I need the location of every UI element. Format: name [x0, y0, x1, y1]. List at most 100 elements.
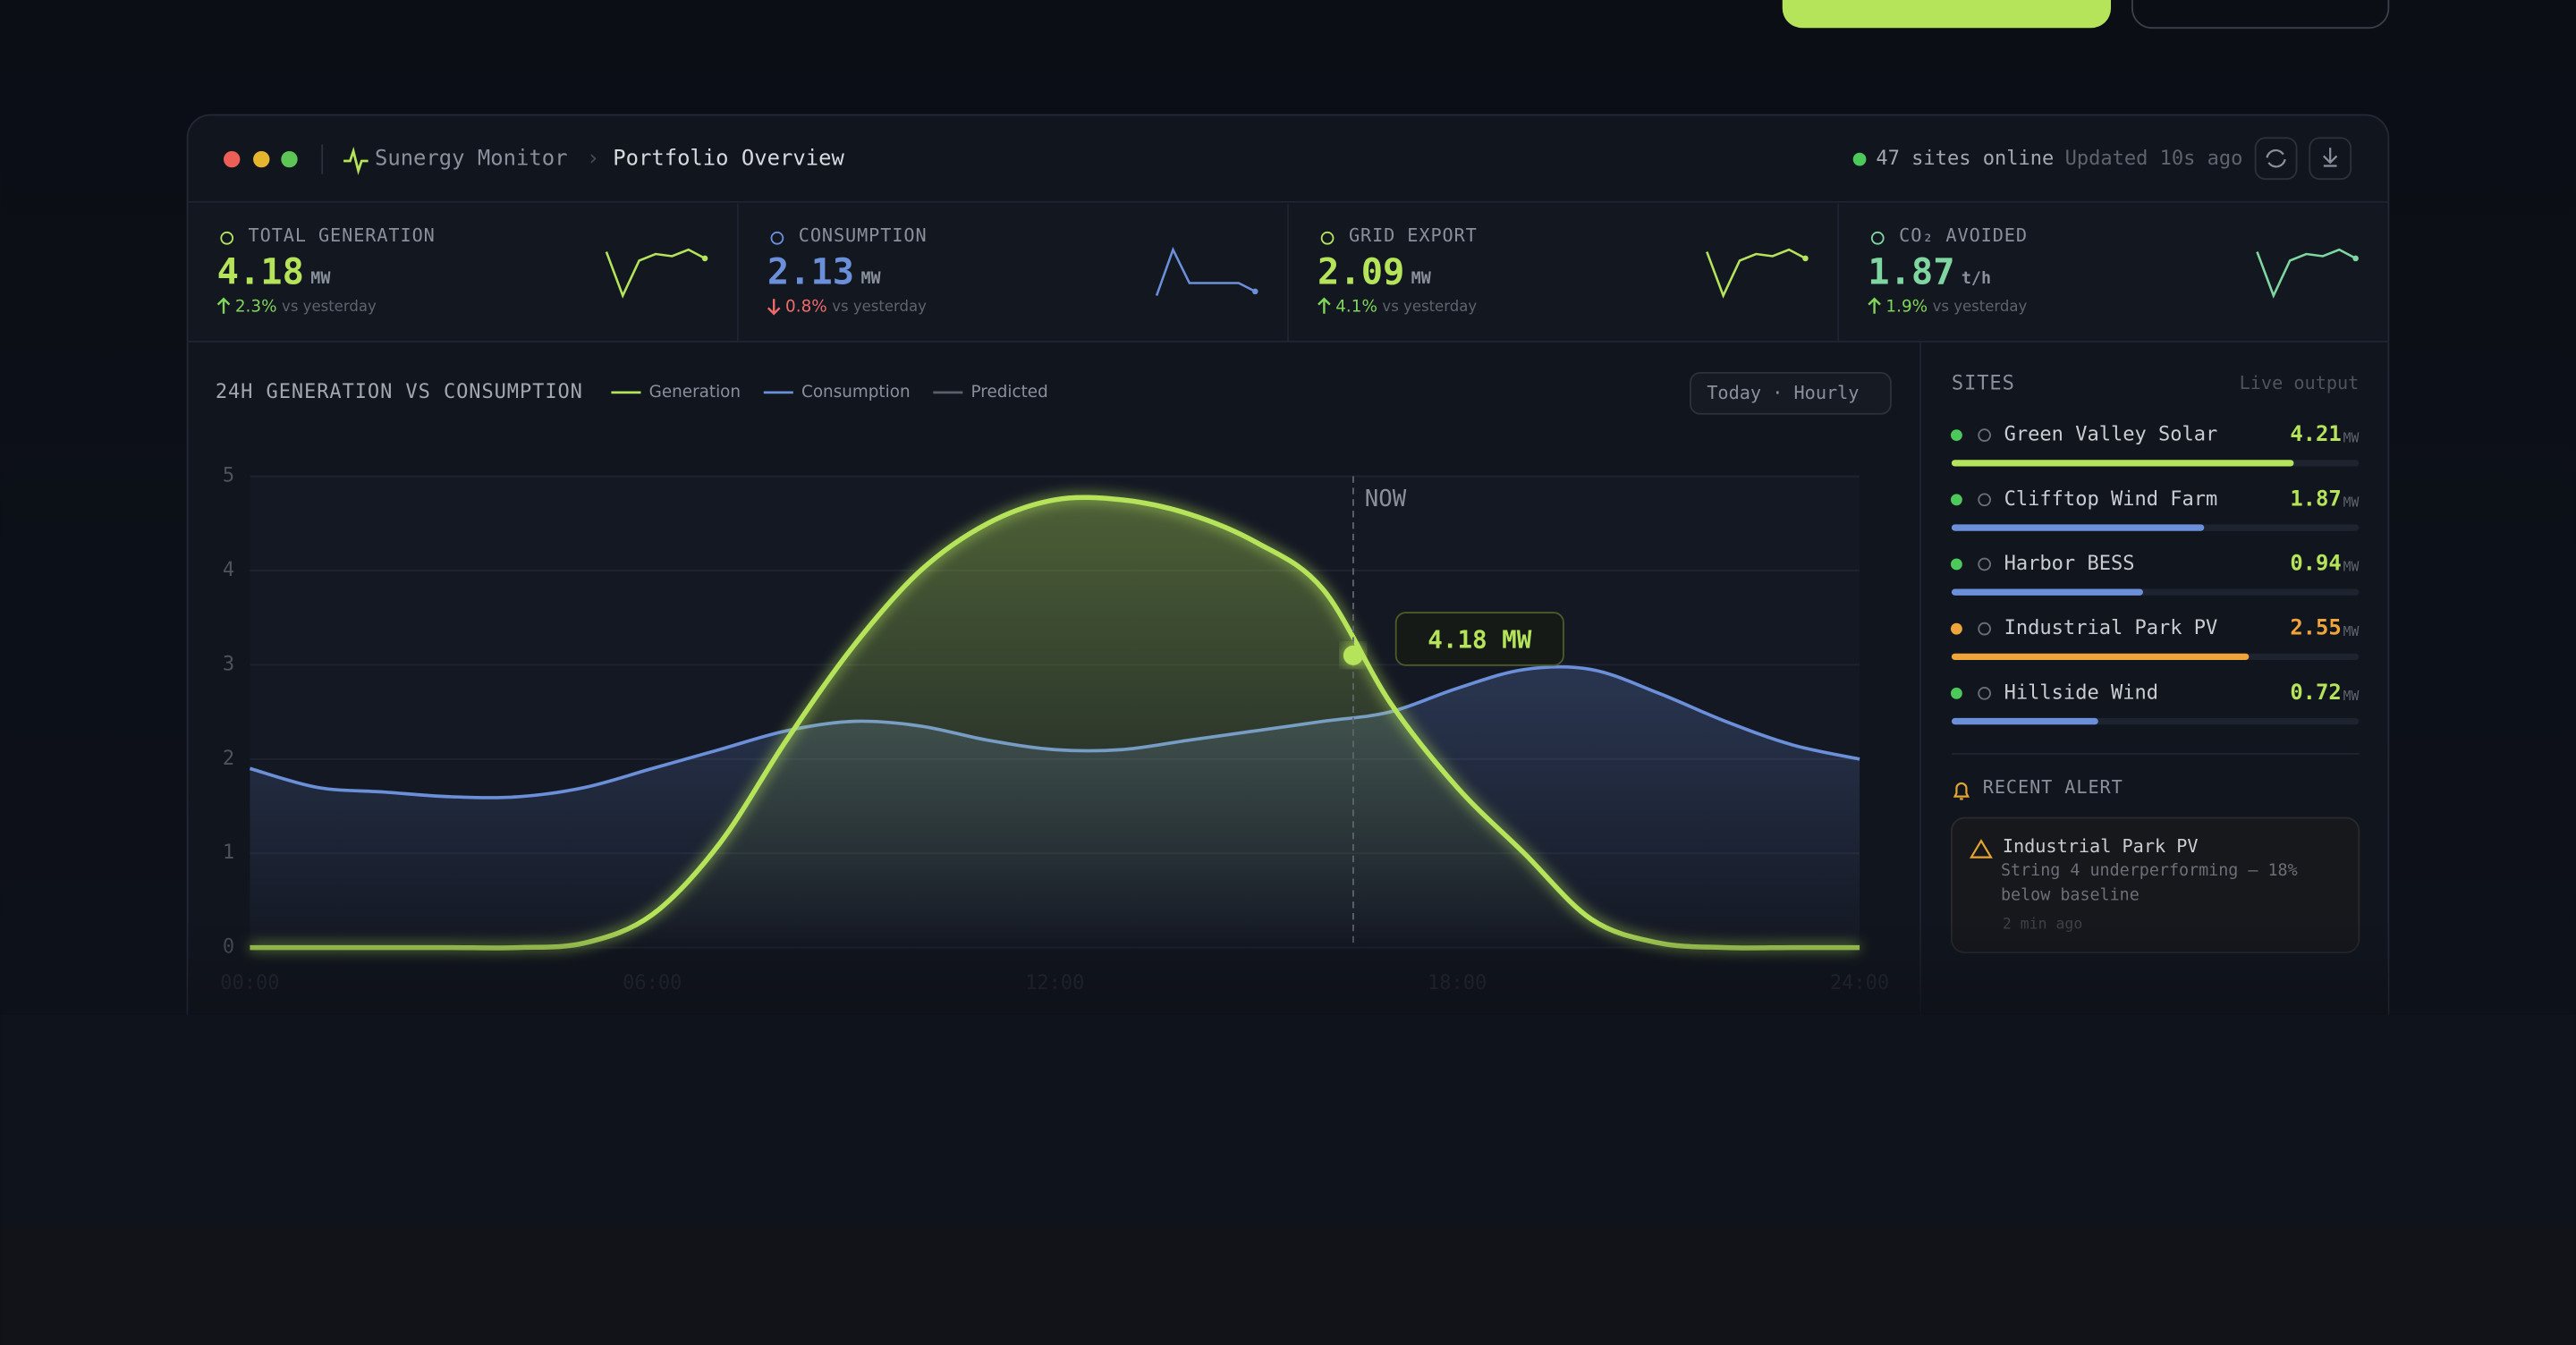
kpi-label: GRID EXPORT: [1349, 224, 1478, 246]
window-dot[interactable]: [253, 150, 270, 168]
status-dot: [1950, 429, 1962, 442]
kpi-unit: MW: [860, 269, 881, 288]
legend-label: Predicted: [971, 383, 1048, 402]
kpi-compare: vs yesterday: [1933, 298, 2028, 315]
site-icon: [1978, 493, 1991, 507]
alert-message-box: String 4 underperforming — 18% below bas…: [2000, 862, 2298, 905]
status-dot: [1950, 687, 1962, 699]
delta-arrow: [767, 299, 781, 316]
kpi-compare: vs yesterday: [832, 298, 927, 315]
site-icon: [1978, 622, 1991, 636]
site-name: Industrial Park PV: [2004, 617, 2218, 639]
breadcrumb-separator: ›: [587, 146, 599, 171]
tooltip: [1394, 612, 1564, 666]
site-unit: MW: [2343, 430, 2360, 445]
sparkline: [605, 248, 706, 299]
kpi-unit: MW: [310, 269, 331, 288]
window-dot[interactable]: [224, 150, 241, 168]
download-button[interactable]: [2309, 137, 2352, 181]
kpi-label: TOTAL GENERATION: [249, 224, 436, 246]
download-icon: [2323, 148, 2338, 167]
kpi-unit: t/h: [1962, 269, 1991, 288]
range-button[interactable]: [1689, 371, 1892, 415]
sites-subtitle: Live output: [2240, 372, 2360, 393]
site-value: 0.72: [2290, 680, 2341, 705]
status: 47 sites online: [1876, 148, 2054, 170]
now-label: NOW: [1365, 486, 1407, 512]
sparkline: [1706, 248, 1807, 299]
delta-arrow: [1868, 297, 1881, 314]
site-value: 4.21: [2290, 421, 2341, 446]
y-tick-label: 5: [223, 465, 234, 487]
refresh-button[interactable]: [2254, 137, 2298, 181]
delta-arrow: [1318, 297, 1331, 314]
site-icon: [1978, 428, 1991, 442]
footer-band: [0, 1224, 2576, 1345]
site-name: Clifftop Wind Farm: [2004, 488, 2218, 511]
kpi-value: 1.87: [1868, 250, 1954, 293]
site-name: Harbor BESS: [2004, 553, 2135, 575]
sparkline-end: [701, 255, 708, 262]
site-bar: [1951, 588, 2143, 596]
app-name: Sunergy Monitor: [375, 146, 567, 171]
kpi-icon: [220, 231, 234, 245]
now-point: [1343, 645, 1363, 665]
legend-label: Generation: [649, 383, 741, 402]
kpi-value: 2.09: [1318, 250, 1404, 293]
series-area: [250, 497, 1860, 948]
kpi-compare: vs yesterday: [1382, 298, 1477, 315]
sparkline: [2256, 248, 2357, 299]
kpi-value: 2.13: [767, 250, 854, 293]
updated: Updated 10s ago: [2065, 148, 2243, 170]
status-dot: [1950, 494, 1962, 506]
bell-icon: [1953, 782, 1970, 800]
kpi-delta: 1.9%: [1885, 297, 1928, 316]
kpi-label: CONSUMPTION: [799, 224, 928, 246]
kpi-icon: [1870, 231, 1885, 245]
chart-title: 24H GENERATION VS CONSUMPTION: [216, 381, 583, 403]
kpi-icon: [1320, 231, 1335, 245]
site-unit: MW: [2343, 689, 2360, 704]
site-name: Hillside Wind: [2004, 681, 2158, 704]
status-dot: [1852, 152, 1867, 166]
alert-title: RECENT ALERT: [1983, 776, 2123, 798]
delta-arrow: [216, 297, 231, 314]
sparkline: [1155, 246, 1256, 296]
site-name: Green Valley Solar: [2004, 424, 2218, 446]
kpi-value: 4.18: [217, 250, 304, 293]
site-icon: [1978, 686, 1991, 700]
kpi-delta: 0.8%: [785, 297, 827, 316]
y-tick-label: 4: [223, 559, 234, 581]
site-bar: [1951, 460, 2294, 467]
sites-title: SITES: [1952, 373, 2015, 395]
kpi-unit: MW: [1411, 269, 1432, 288]
window-dot[interactable]: [281, 150, 298, 168]
site-value: 2.55: [2290, 615, 2341, 640]
alert-site: Industrial Park PV: [2003, 835, 2199, 857]
site-icon: [1978, 557, 1991, 571]
app-icon: [343, 147, 369, 175]
tooltip-text: 4.18 MW: [1428, 625, 1531, 654]
site-unit: MW: [2343, 560, 2360, 575]
site-value: 1.87: [2290, 486, 2341, 511]
secondary-button[interactable]: [2131, 0, 2390, 30]
site-bar: [1951, 524, 2205, 531]
site-unit: MW: [2343, 624, 2360, 639]
sparkline-end: [1251, 288, 1258, 295]
site-unit: MW: [2343, 495, 2360, 510]
kpi-compare: vs yesterday: [282, 298, 377, 315]
y-tick-label: 3: [223, 653, 234, 675]
stats-band: [0, 1014, 2576, 1225]
site-bar: [1951, 717, 2098, 725]
kpi-delta: 2.3%: [235, 297, 277, 316]
y-tick-label: 1: [223, 842, 234, 864]
legend-label: Consumption: [801, 383, 911, 402]
page-title: Portfolio Overview: [613, 146, 844, 171]
sparkline-end: [2352, 255, 2359, 262]
sparkline-end: [1802, 255, 1809, 262]
alert-message: String 4 underperforming — 18% below bas…: [2000, 862, 2298, 905]
primary-button[interactable]: [1782, 0, 2112, 29]
kpi-delta: 4.1%: [1335, 297, 1377, 316]
